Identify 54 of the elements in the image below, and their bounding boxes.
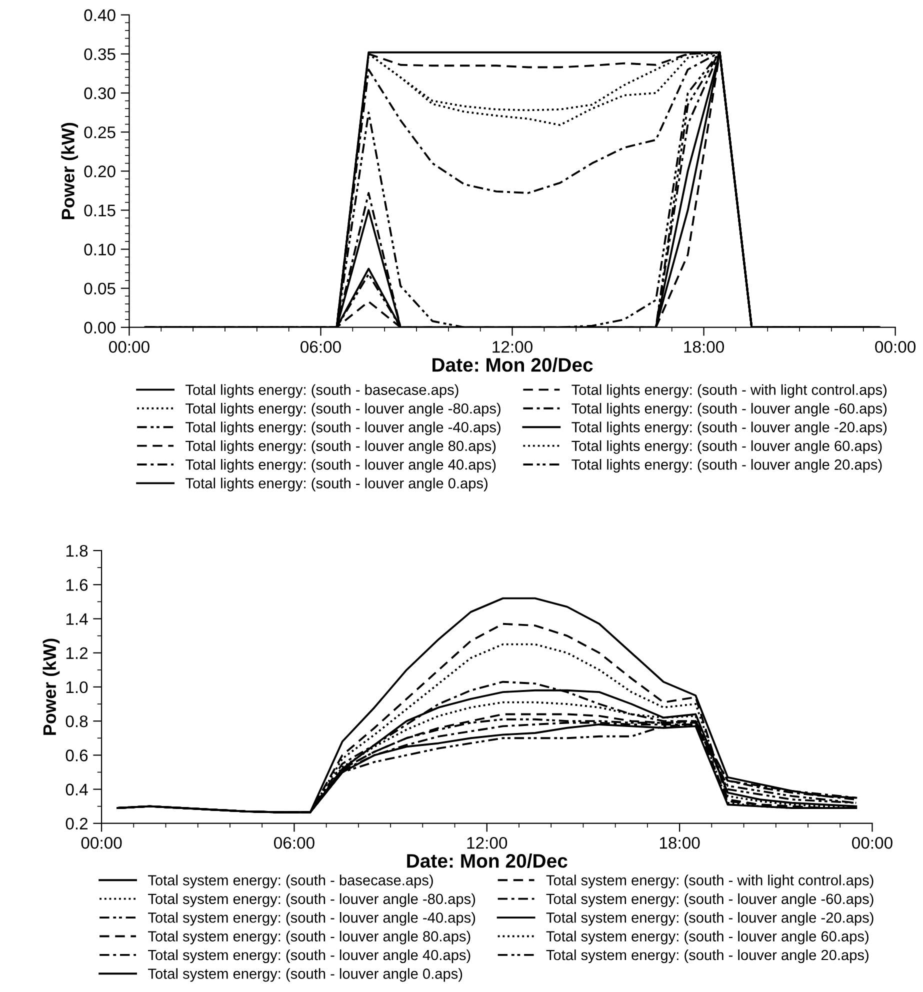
legend-label: Total system energy: (south - louver angle -20.aps) xyxy=(546,912,874,926)
x-tick-label: 18:00 xyxy=(660,836,700,849)
legend-label: Total system energy: (south - louver angle 20.aps) xyxy=(546,949,868,964)
legend-label: Total system energy: (south - louver angle 60.aps) xyxy=(546,930,868,944)
x-tick-label: 18:00 xyxy=(684,340,724,353)
y-tick-label: 0.15 xyxy=(84,204,116,216)
y-tick-label: 0.4 xyxy=(66,784,88,796)
legend-label: Total lights energy: (south - with light control.aps) xyxy=(572,384,887,398)
x-tick-label: 00:00 xyxy=(81,836,122,849)
x-axis-title: Date: Mon 20/Dec xyxy=(407,853,568,868)
legend-label: Total lights energy: (south - louver angle -60.aps) xyxy=(572,402,887,417)
y-tick-label: 0.25 xyxy=(84,126,116,138)
x-tick-label: 00:00 xyxy=(852,836,892,849)
y-tick-label: 0.2 xyxy=(66,818,88,830)
legend-label: Total system energy: (south - with light control.aps) xyxy=(546,874,874,888)
legend-label: Total lights energy: (south - louver angle 0.aps) xyxy=(186,478,488,492)
y-tick-label: 1.8 xyxy=(66,544,88,557)
x-tick-label: 00:00 xyxy=(875,340,916,353)
legend-label: Total lights energy: (south - louver angle 80.aps) xyxy=(186,440,496,454)
y-tick-label: 0.40 xyxy=(84,9,116,22)
legend-label: Total lights energy: (south - louver angle 40.aps) xyxy=(186,459,496,473)
legend-label: Total system energy: (south - louver angle 0.aps) xyxy=(148,968,462,982)
legend-label: Total system energy: (south - basecase.aps) xyxy=(148,874,433,888)
y-axis-title: Power (kW) xyxy=(61,122,78,220)
legend-label: Total lights energy: (south - basecase.aps) xyxy=(186,384,458,398)
legend-label: Total system energy: (south - louver angle 40.aps) xyxy=(148,949,470,964)
y-tick-label: 0.10 xyxy=(84,244,116,256)
y-tick-label: 0.05 xyxy=(84,282,116,295)
y-tick-label: 0.35 xyxy=(84,48,116,60)
y-tick-label: 1.0 xyxy=(66,681,88,694)
y-tick-label: 1.2 xyxy=(66,647,88,659)
y-tick-label: 0.00 xyxy=(84,322,116,334)
y-tick-label: 1.4 xyxy=(66,613,88,625)
y-tick-label: 0.6 xyxy=(66,750,88,762)
x-tick-label: 06:00 xyxy=(274,836,314,849)
legend-label: Total lights energy: (south - louver angle -20.aps) xyxy=(572,422,887,436)
y-axis-title: Power (kW) xyxy=(42,638,60,735)
y-tick-label: 0.20 xyxy=(84,166,116,178)
x-tick-label: 12:00 xyxy=(492,340,532,353)
legend-label: Total lights energy: (south - louver angle -80.aps) xyxy=(186,402,500,417)
y-tick-label: 1.6 xyxy=(66,579,88,591)
legend-label: Total system energy: (south - louver angle 80.aps) xyxy=(148,930,470,944)
x-axis-title: Date: Mon 20/Dec xyxy=(432,357,593,372)
legend-label: Total system energy: (south - louver angle -80.aps) xyxy=(148,893,476,907)
legend-label: Total lights energy: (south - louver angle 60.aps) xyxy=(572,440,882,454)
x-tick-label: 06:00 xyxy=(300,340,341,353)
legend-label: Total lights energy: (south - louver angle 20.aps) xyxy=(572,459,882,473)
y-tick-label: 0.30 xyxy=(84,87,116,100)
y-tick-label: 0.8 xyxy=(66,715,88,728)
legend-label: Total lights energy: (south - louver angle -40.aps) xyxy=(186,422,500,436)
legend-label: Total system energy: (south - louver angle -60.aps) xyxy=(546,893,874,907)
x-tick-label: 12:00 xyxy=(467,836,508,849)
x-tick-label: 00:00 xyxy=(109,340,150,353)
legend-label: Total system energy: (south - louver angle -40.aps) xyxy=(148,912,476,926)
